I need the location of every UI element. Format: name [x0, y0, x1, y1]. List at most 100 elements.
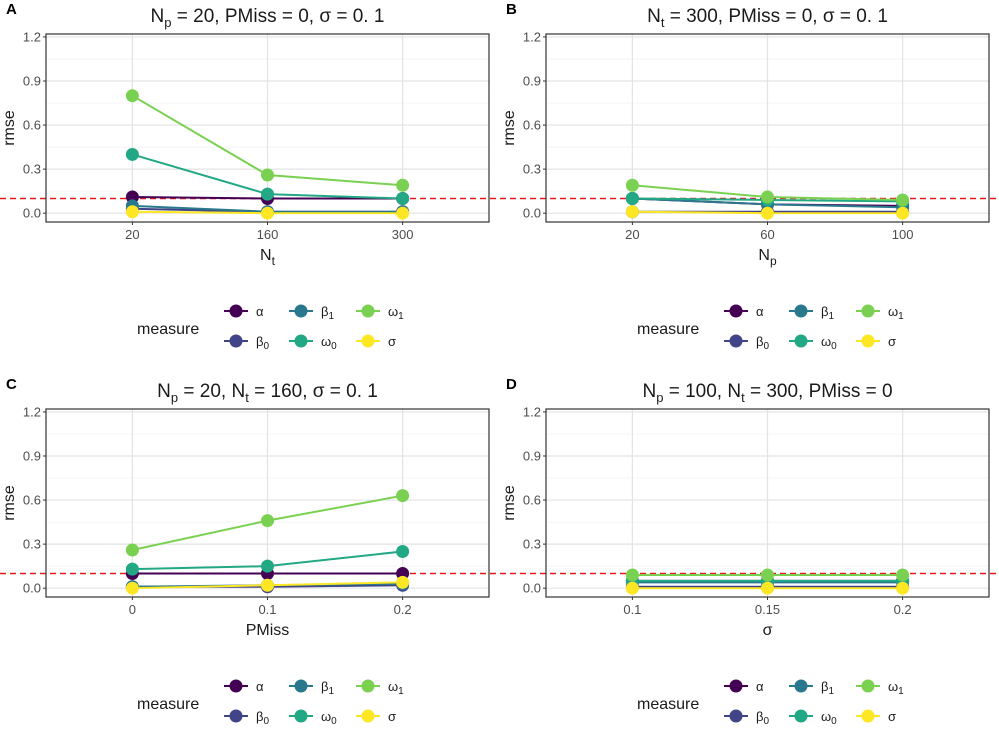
- y-tick-label: 1.2: [23, 404, 41, 419]
- data-point: [396, 575, 410, 589]
- legend-key-point: [294, 709, 308, 723]
- x-tick-label: 0.1: [623, 602, 641, 617]
- y-tick-label: 0.6: [23, 493, 41, 508]
- y-axis-title: rmse: [501, 485, 518, 521]
- data-point: [125, 581, 139, 595]
- legend-key-point: [229, 334, 243, 348]
- x-tick-label: 0: [129, 602, 136, 617]
- data-point: [896, 193, 910, 207]
- legend-label: ω1: [388, 304, 404, 322]
- legend-label: σ: [888, 709, 896, 724]
- x-tick-label: 0.1: [258, 602, 276, 617]
- x-axis-title: PMiss: [246, 622, 290, 639]
- legend-title: measure: [637, 321, 699, 338]
- legend-label: β1: [821, 304, 834, 322]
- x-axis-title: Np: [758, 247, 777, 268]
- x-tick-label: 0.2: [394, 602, 412, 617]
- data-point: [396, 544, 410, 558]
- y-tick-label: 0.0: [523, 206, 541, 221]
- legend-label: β0: [756, 709, 769, 727]
- legend-label: σ: [888, 334, 896, 349]
- legend-label: β0: [256, 334, 269, 352]
- legend-title: measure: [137, 321, 199, 338]
- data-point: [396, 206, 410, 220]
- legend-key-point: [729, 334, 743, 348]
- data-point: [625, 178, 639, 192]
- y-tick-label: 0.6: [523, 493, 541, 508]
- legend-label: σ: [388, 709, 396, 724]
- x-tick-label: 20: [625, 227, 639, 242]
- legend-title: measure: [637, 696, 699, 713]
- legend: measure α β1 ω1 β0 ω0 σ: [137, 304, 404, 352]
- x-tick-label: 100: [892, 227, 914, 242]
- data-point: [761, 568, 774, 582]
- legend-label: β0: [256, 709, 269, 727]
- legend-key-point: [861, 679, 875, 693]
- panel-b: B Nt = 300, PMiss = 0, σ = 0. 1 0.0 0.3 0.6 0…: [500, 1, 999, 352]
- legend-key-point: [861, 304, 875, 318]
- legend: measure α β1 ω1 β0 ω0 σ: [637, 679, 904, 727]
- data-point: [896, 568, 910, 582]
- data-point: [625, 205, 639, 219]
- data-point: [261, 187, 274, 201]
- panel-letter: B: [506, 1, 517, 18]
- legend-label: β1: [321, 679, 334, 697]
- data-point: [261, 559, 274, 573]
- plot-border: [545, 408, 990, 598]
- legend-key-point: [729, 304, 743, 318]
- legend-key-point: [294, 304, 308, 318]
- x-tick-label: 0.15: [755, 602, 780, 617]
- legend-label: α: [256, 304, 264, 319]
- legend-label: α: [756, 304, 764, 319]
- y-tick-label: 0.9: [523, 449, 541, 464]
- legend-label: σ: [388, 334, 396, 349]
- legend-key-point: [794, 334, 808, 348]
- y-tick-label: 0.3: [23, 537, 41, 552]
- legend-key-point: [729, 679, 743, 693]
- y-tick-label: 1.2: [523, 29, 541, 44]
- legend-title: measure: [137, 696, 199, 713]
- legend-label: ω0: [821, 334, 837, 352]
- y-tick-label: 0.6: [523, 118, 541, 133]
- legend-key-point: [794, 304, 808, 318]
- data-point: [396, 489, 410, 503]
- legend-key-point: [361, 709, 375, 723]
- panel-letter: A: [6, 1, 17, 18]
- y-tick-label: 0.3: [23, 162, 41, 177]
- legend-label: ω0: [321, 334, 337, 352]
- y-axis-title: rmse: [1, 485, 18, 521]
- data-point: [761, 190, 774, 204]
- data-point: [125, 562, 139, 576]
- y-axis-title: rmse: [1, 110, 18, 146]
- x-tick-label: 60: [760, 227, 774, 242]
- panel-d: D Np = 100, Nt = 300, PMiss = 0 0.0 0.3 0.6 0…: [500, 376, 999, 727]
- data-point: [896, 581, 910, 595]
- x-axis-title: Nt: [260, 247, 276, 268]
- legend-key-point: [861, 334, 875, 348]
- x-tick-label: 300: [392, 227, 414, 242]
- legend-label: ω0: [321, 709, 337, 727]
- panel-title: Np = 100, Nt = 300, PMiss = 0: [642, 381, 892, 405]
- legend-key-point: [794, 709, 808, 723]
- y-axis-title: rmse: [501, 110, 518, 146]
- legend-key-point: [229, 679, 243, 693]
- plot-border: [45, 33, 490, 223]
- data-point: [261, 578, 274, 592]
- plot-border: [45, 408, 490, 598]
- y-tick-label: 0.9: [523, 74, 541, 89]
- data-point: [625, 192, 639, 205]
- legend-label: β1: [821, 679, 834, 697]
- panel-title: Np = 20, Nt = 160, σ = 0. 1: [157, 381, 378, 405]
- legend-label: β0: [756, 334, 769, 352]
- data-point: [396, 192, 410, 205]
- legend-label: α: [756, 679, 764, 694]
- panel-a: A Np = 20, PMiss = 0, σ = 0. 1 0.0 0.3 0.6 0.…: [0, 1, 499, 352]
- y-tick-label: 1.2: [523, 404, 541, 419]
- y-tick-label: 0.3: [523, 537, 541, 552]
- legend-key-point: [794, 679, 808, 693]
- panel-letter: D: [506, 376, 517, 393]
- legend-label: ω1: [388, 679, 404, 697]
- x-tick-label: 20: [125, 227, 139, 242]
- y-tick-label: 1.2: [23, 29, 41, 44]
